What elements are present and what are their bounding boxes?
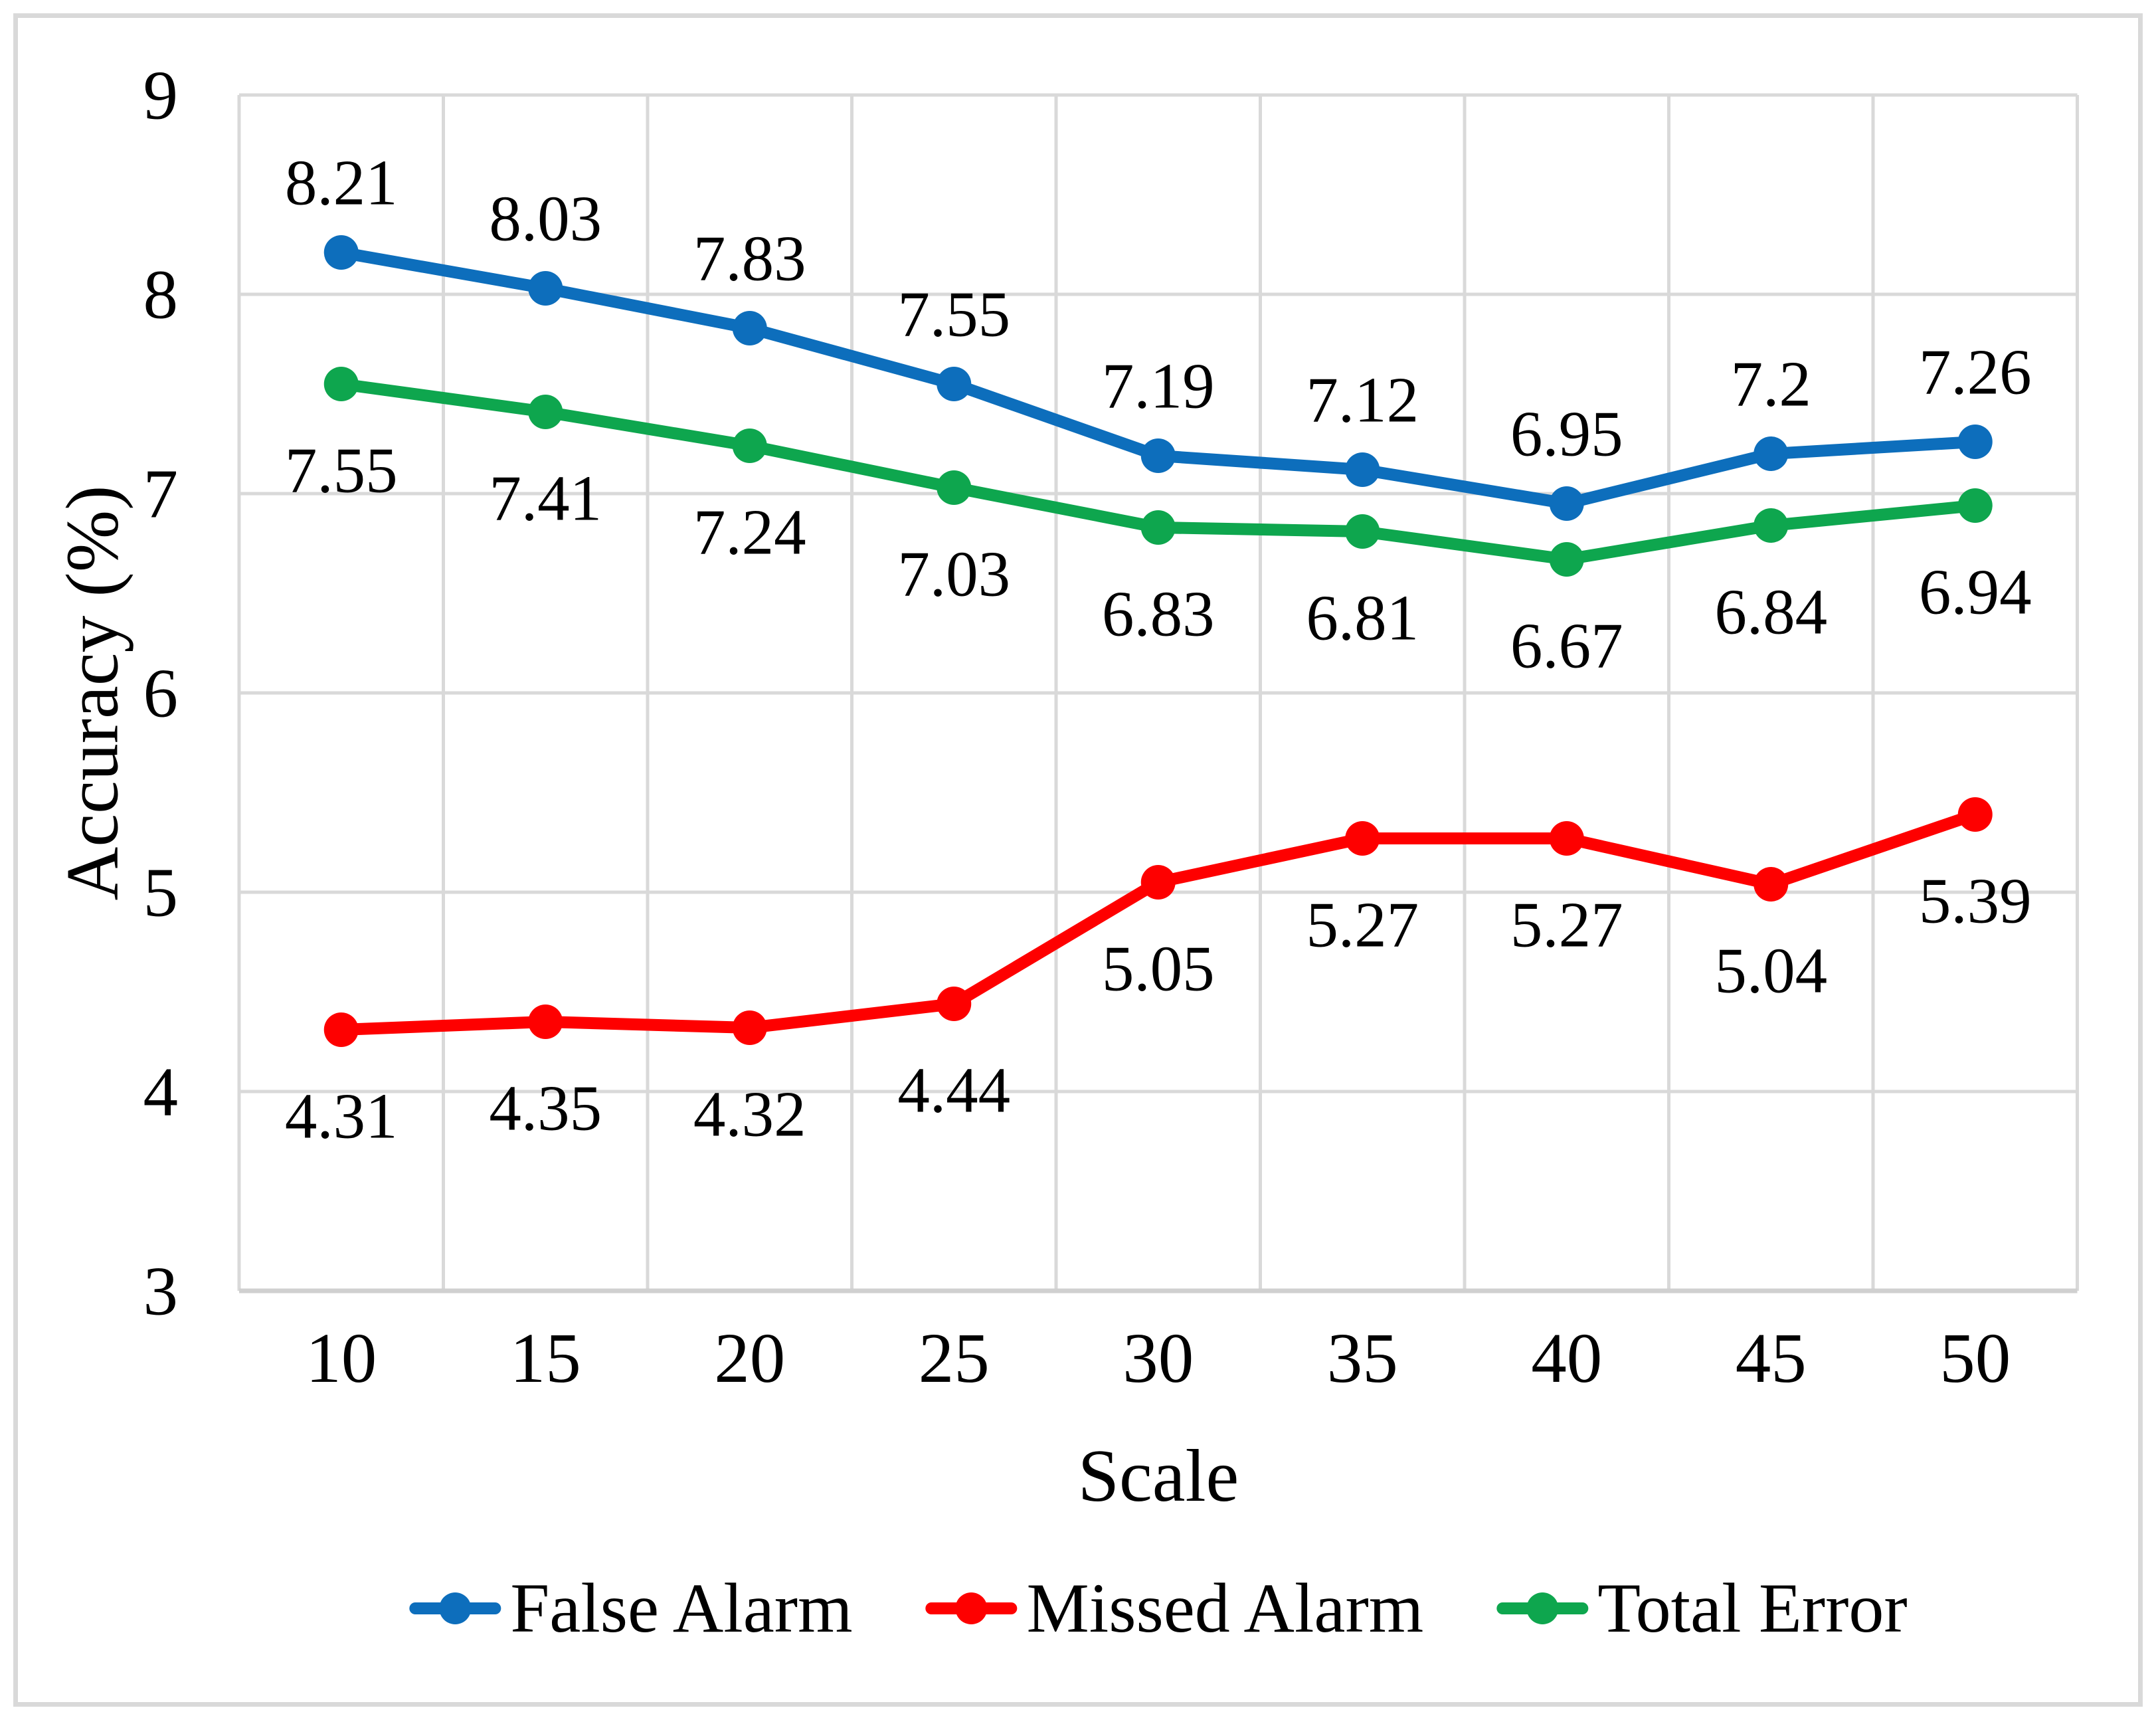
- legend-marker-false-alarm: [409, 1592, 501, 1624]
- legend-label: Total Error: [1597, 1569, 1908, 1647]
- data-label: 8.21: [285, 147, 398, 219]
- x-tick-label: 30: [1123, 1319, 1194, 1398]
- data-label: 6.84: [1714, 577, 1827, 648]
- data-point-marker: [1957, 425, 1993, 459]
- legend-dot-icon: [955, 1592, 988, 1624]
- data-label: 5.39: [1919, 866, 2032, 937]
- data-label: 7.19: [1102, 351, 1215, 422]
- data-label: 7.83: [693, 223, 806, 294]
- y-tick-label: 4: [143, 1053, 179, 1131]
- legend-item-false-alarm: False Alarm: [409, 1568, 853, 1649]
- legend-dot-icon: [439, 1592, 472, 1624]
- x-tick-label: 25: [919, 1319, 990, 1398]
- data-label: 7.41: [489, 463, 602, 534]
- data-point-marker: [937, 367, 972, 401]
- data-label: 4.35: [489, 1073, 602, 1144]
- data-point-marker: [1753, 436, 1789, 471]
- y-tick-label: 6: [143, 654, 179, 732]
- x-tick-label: 10: [306, 1319, 377, 1398]
- data-label: 6.95: [1510, 399, 1623, 470]
- data-label: 7.03: [897, 539, 1010, 610]
- data-label: 8.03: [489, 183, 602, 254]
- x-axis-title: Scale: [1077, 1435, 1239, 1517]
- data-label: 4.32: [693, 1079, 806, 1150]
- data-point-marker: [528, 1004, 563, 1039]
- data-label: 7.2: [1731, 349, 1811, 420]
- data-point-marker: [1549, 821, 1584, 856]
- data-point-marker: [1957, 797, 1993, 832]
- data-label: 5.04: [1714, 935, 1827, 1006]
- legend-item-total-error: Total Error: [1496, 1568, 1908, 1649]
- data-point-marker: [1753, 867, 1789, 902]
- data-label: 7.55: [897, 279, 1010, 350]
- data-point-marker: [732, 311, 767, 345]
- data-point-marker: [323, 1012, 359, 1047]
- legend-marker-missed-alarm: [925, 1592, 1018, 1624]
- legend-marker-total-error: [1496, 1592, 1589, 1624]
- data-label: 7.26: [1919, 337, 2032, 408]
- x-tick-label: 50: [1939, 1319, 2011, 1398]
- data-point-marker: [732, 1010, 767, 1045]
- y-tick-label: 7: [143, 455, 179, 533]
- legend-label: Missed Alarm: [1026, 1569, 1424, 1647]
- legend-item-missed-alarm: Missed Alarm: [925, 1568, 1424, 1649]
- x-tick-label: 40: [1531, 1319, 1602, 1398]
- y-axis-title: Accuracy (%): [51, 485, 134, 901]
- data-label: 5.05: [1102, 933, 1215, 1004]
- legend-label: False Alarm: [510, 1569, 853, 1647]
- data-point-marker: [323, 235, 359, 270]
- x-tick-label: 35: [1327, 1319, 1398, 1398]
- data-point-marker: [1957, 488, 1993, 523]
- data-point-marker: [323, 367, 359, 401]
- data-point-marker: [937, 470, 972, 505]
- data-point-marker: [1140, 510, 1176, 545]
- data-point-marker: [1345, 514, 1380, 549]
- data-point-marker: [528, 271, 563, 306]
- data-label: 7.12: [1306, 365, 1419, 436]
- data-point-marker: [1549, 486, 1584, 521]
- data-point-marker: [1140, 438, 1176, 473]
- figure-border: [13, 13, 2143, 1707]
- data-label: 4.44: [897, 1055, 1010, 1126]
- data-label: 5.27: [1510, 890, 1623, 961]
- data-point-marker: [1345, 821, 1380, 856]
- y-tick-label: 9: [143, 56, 179, 134]
- y-tick-label: 8: [143, 256, 179, 334]
- data-point-marker: [732, 429, 767, 463]
- data-label: 6.67: [1510, 611, 1623, 682]
- data-label: 5.27: [1306, 890, 1419, 961]
- y-tick-label: 5: [143, 854, 179, 931]
- data-point-marker: [937, 987, 972, 1021]
- data-point-marker: [1140, 865, 1176, 900]
- data-point-marker: [1549, 542, 1584, 577]
- data-point-marker: [1345, 452, 1380, 487]
- data-label: 6.83: [1102, 579, 1215, 650]
- x-tick-label: 20: [714, 1319, 785, 1398]
- legend-dot-icon: [1526, 1592, 1559, 1624]
- data-label: 6.81: [1306, 583, 1419, 654]
- x-tick-label: 15: [510, 1319, 581, 1398]
- x-tick-label: 45: [1736, 1319, 1807, 1398]
- data-label: 7.55: [285, 435, 398, 506]
- data-point-marker: [1753, 508, 1789, 543]
- data-point-marker: [528, 395, 563, 429]
- data-label: 4.31: [285, 1081, 398, 1152]
- data-label: 7.24: [693, 497, 806, 568]
- legend: False Alarm Missed Alarm Total Error: [409, 1568, 1908, 1649]
- y-tick-label: 3: [143, 1252, 179, 1330]
- data-label: 6.94: [1919, 557, 2032, 628]
